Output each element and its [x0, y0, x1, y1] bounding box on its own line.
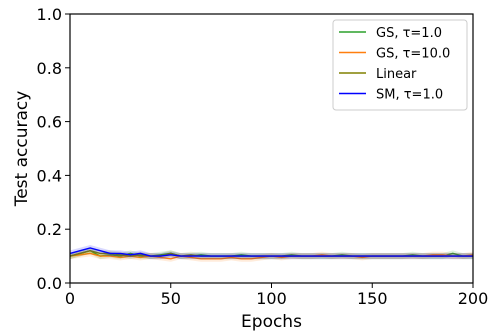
y-axis-label: Test accuracy [12, 91, 32, 208]
y-tick-label: 0.6 [37, 113, 62, 132]
legend-label: GS, τ=10.0 [376, 47, 450, 62]
legend: GS, τ=1.0 GS, τ=10.0 Linear SM, τ=1.0 [332, 19, 468, 111]
legend-frame [332, 19, 468, 111]
series-layer [69, 245, 474, 262]
y-tick-label: 0.0 [37, 274, 62, 293]
x-axis: 0 50 100 150 200 [65, 283, 488, 308]
y-tick-label: 0.8 [37, 59, 62, 78]
x-axis-label: Epochs [241, 312, 302, 332]
y-tick-label: 1.0 [37, 5, 62, 24]
x-tick-label: 0 [65, 289, 75, 308]
x-tick-label: 100 [256, 289, 287, 308]
y-axis: 0.0 0.2 0.4 0.6 0.8 1.0 [37, 5, 70, 293]
legend-label: SM, τ=1.0 [376, 88, 443, 103]
x-tick-label: 200 [458, 289, 489, 308]
series-line-3 [69, 247, 473, 257]
legend-label: GS, τ=1.0 [376, 26, 442, 41]
y-tick-label: 0.4 [37, 166, 62, 185]
y-tick-label: 0.2 [37, 220, 62, 239]
x-tick-label: 50 [161, 289, 181, 308]
x-tick-label: 150 [357, 289, 388, 308]
legend-label: Linear [376, 67, 417, 82]
